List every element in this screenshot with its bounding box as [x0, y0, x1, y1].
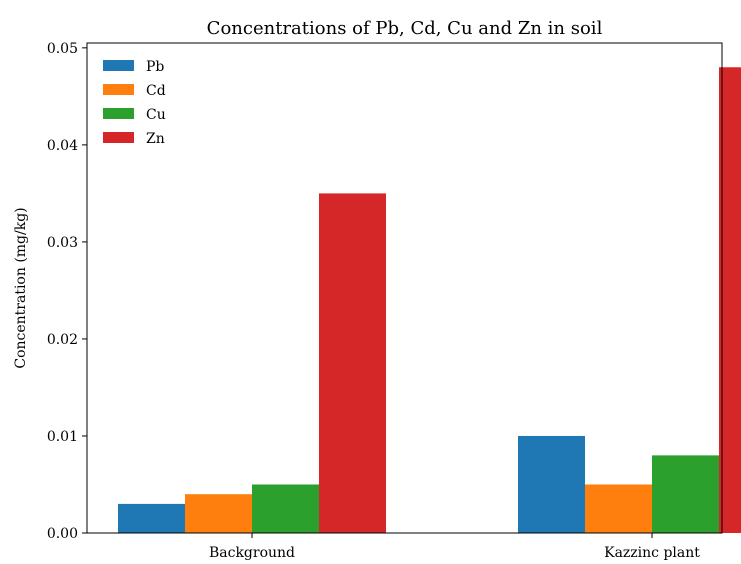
y-tick-label: 0.01: [47, 429, 78, 445]
bar-pb-2: [518, 435, 585, 533]
y-tick-label: 0.03: [47, 235, 78, 251]
legend-label-cd: Cd: [146, 83, 166, 99]
bar-cu-1: [252, 484, 319, 533]
x-tick-label: Kazzinc plant: [604, 545, 700, 560]
legend-swatch-cu: [103, 108, 134, 119]
x-tick-label: Background: [209, 545, 295, 560]
y-tick-label: 0.02: [47, 332, 78, 348]
y-axis-label: Concentration (mg/kg): [13, 207, 29, 368]
bar-cu-2: [652, 455, 719, 533]
legend-swatch-pb: [103, 60, 134, 71]
legend-swatch-cd: [103, 84, 134, 95]
y-tick-label: 0.05: [47, 41, 78, 57]
legend-label-pb: Pb: [146, 59, 164, 75]
bar-pb-1: [118, 503, 185, 533]
legend: Pb Cd Cu Zn: [103, 59, 166, 147]
bars-layer: [118, 67, 741, 534]
bar-cd-2: [585, 484, 652, 533]
ticks-layer: 0.00 0.01 0.02 0.03 0.04 0.05 Background Kazzin…: [47, 41, 700, 561]
plot-frame: [86, 42, 723, 534]
legend-label-zn: Zn: [146, 131, 165, 147]
bar-zn-1: [319, 193, 386, 533]
legend-swatch-zn: [103, 132, 134, 143]
bar-cd-1: [185, 494, 252, 533]
y-tick-label: 0.04: [47, 138, 78, 154]
y-tick-label: 0.00: [47, 526, 78, 542]
bar-zn-2: [719, 67, 741, 534]
legend-label-cu: Cu: [146, 107, 166, 123]
chart-title: Concentrations of Pb, Cd, Cu and Zn in s…: [207, 18, 603, 39]
